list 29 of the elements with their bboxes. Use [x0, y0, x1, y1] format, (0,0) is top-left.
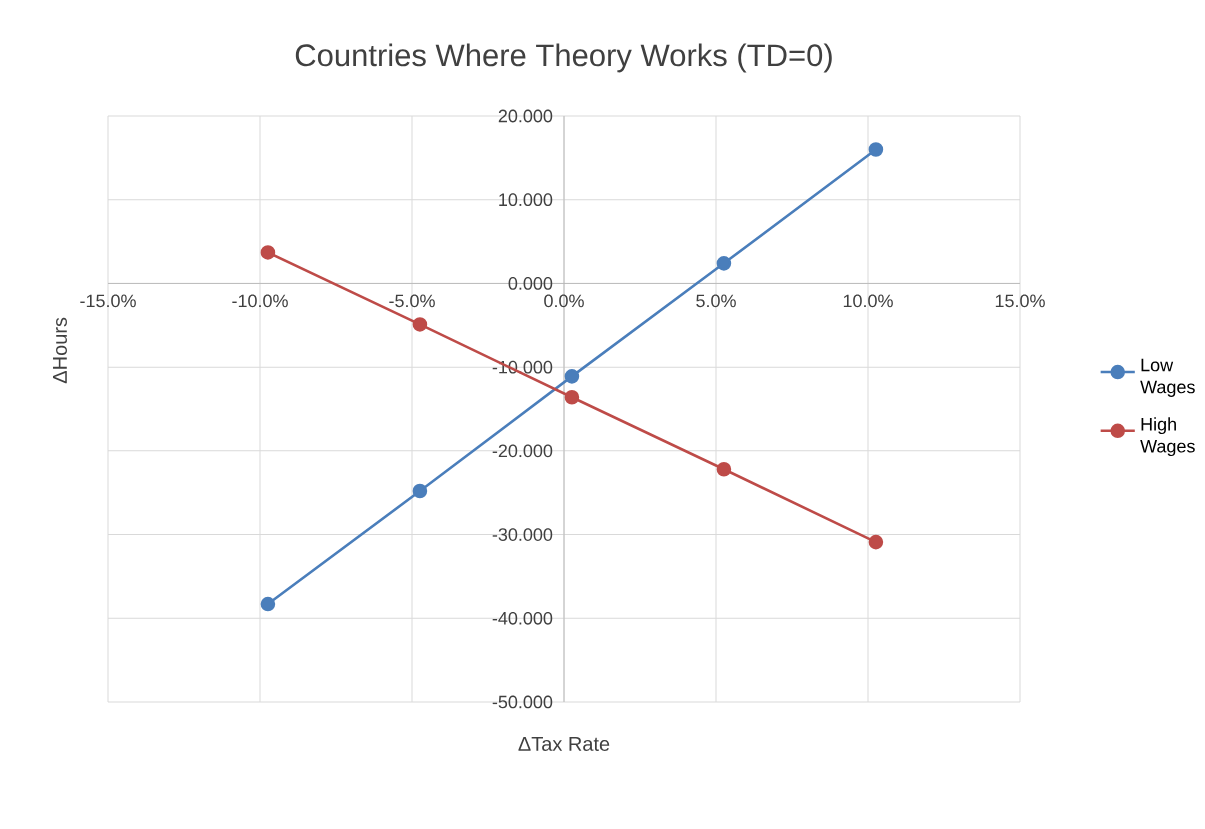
- y-tick-label: -20.000: [492, 444, 553, 458]
- point: [868, 534, 884, 550]
- point: [564, 389, 580, 405]
- point: [564, 369, 580, 384]
- x-tick-label: 5.0%: [696, 294, 736, 308]
- point: [412, 483, 428, 499]
- x-tick-label: 0.0%: [544, 294, 584, 308]
- y-tick-label: -30.000: [492, 528, 553, 541]
- point: [716, 461, 732, 477]
- point: [868, 142, 884, 157]
- point: [260, 596, 276, 612]
- point: [412, 317, 428, 332]
- x-tick-label: -10.0%: [232, 294, 288, 308]
- x-tick-label: 10.0%: [843, 294, 893, 308]
- y-axis-title: ΔHours: [53, 317, 67, 384]
- y-tick-label: -50.000: [492, 695, 553, 709]
- point: [260, 245, 276, 260]
- chart-title: Countries Where Theory Works (TD=0): [295, 43, 832, 73]
- legend-label: Low Wages: [1140, 358, 1195, 397]
- y-tick-label: -40.000: [492, 611, 553, 625]
- legend-label: High Wages: [1140, 417, 1195, 457]
- x-axis-title: ΔTax Rate: [518, 737, 610, 751]
- y-tick-label: 0.000: [508, 277, 553, 290]
- y-tick-label: 20.000: [498, 109, 553, 123]
- x-tick-label: -15.0%: [80, 294, 136, 308]
- y-tick-label: 10.000: [499, 193, 553, 207]
- point: [716, 256, 732, 271]
- x-tick-label: -5.0%: [389, 294, 435, 308]
- x-tick-label: 15.0%: [995, 294, 1045, 308]
